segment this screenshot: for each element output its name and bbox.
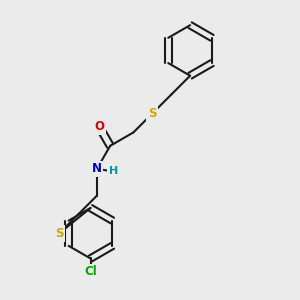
Text: O: O xyxy=(94,120,104,133)
Text: S: S xyxy=(55,227,63,240)
Text: N: N xyxy=(92,163,102,176)
Text: S: S xyxy=(148,107,157,120)
Text: Cl: Cl xyxy=(84,266,97,278)
Text: H: H xyxy=(109,167,118,176)
